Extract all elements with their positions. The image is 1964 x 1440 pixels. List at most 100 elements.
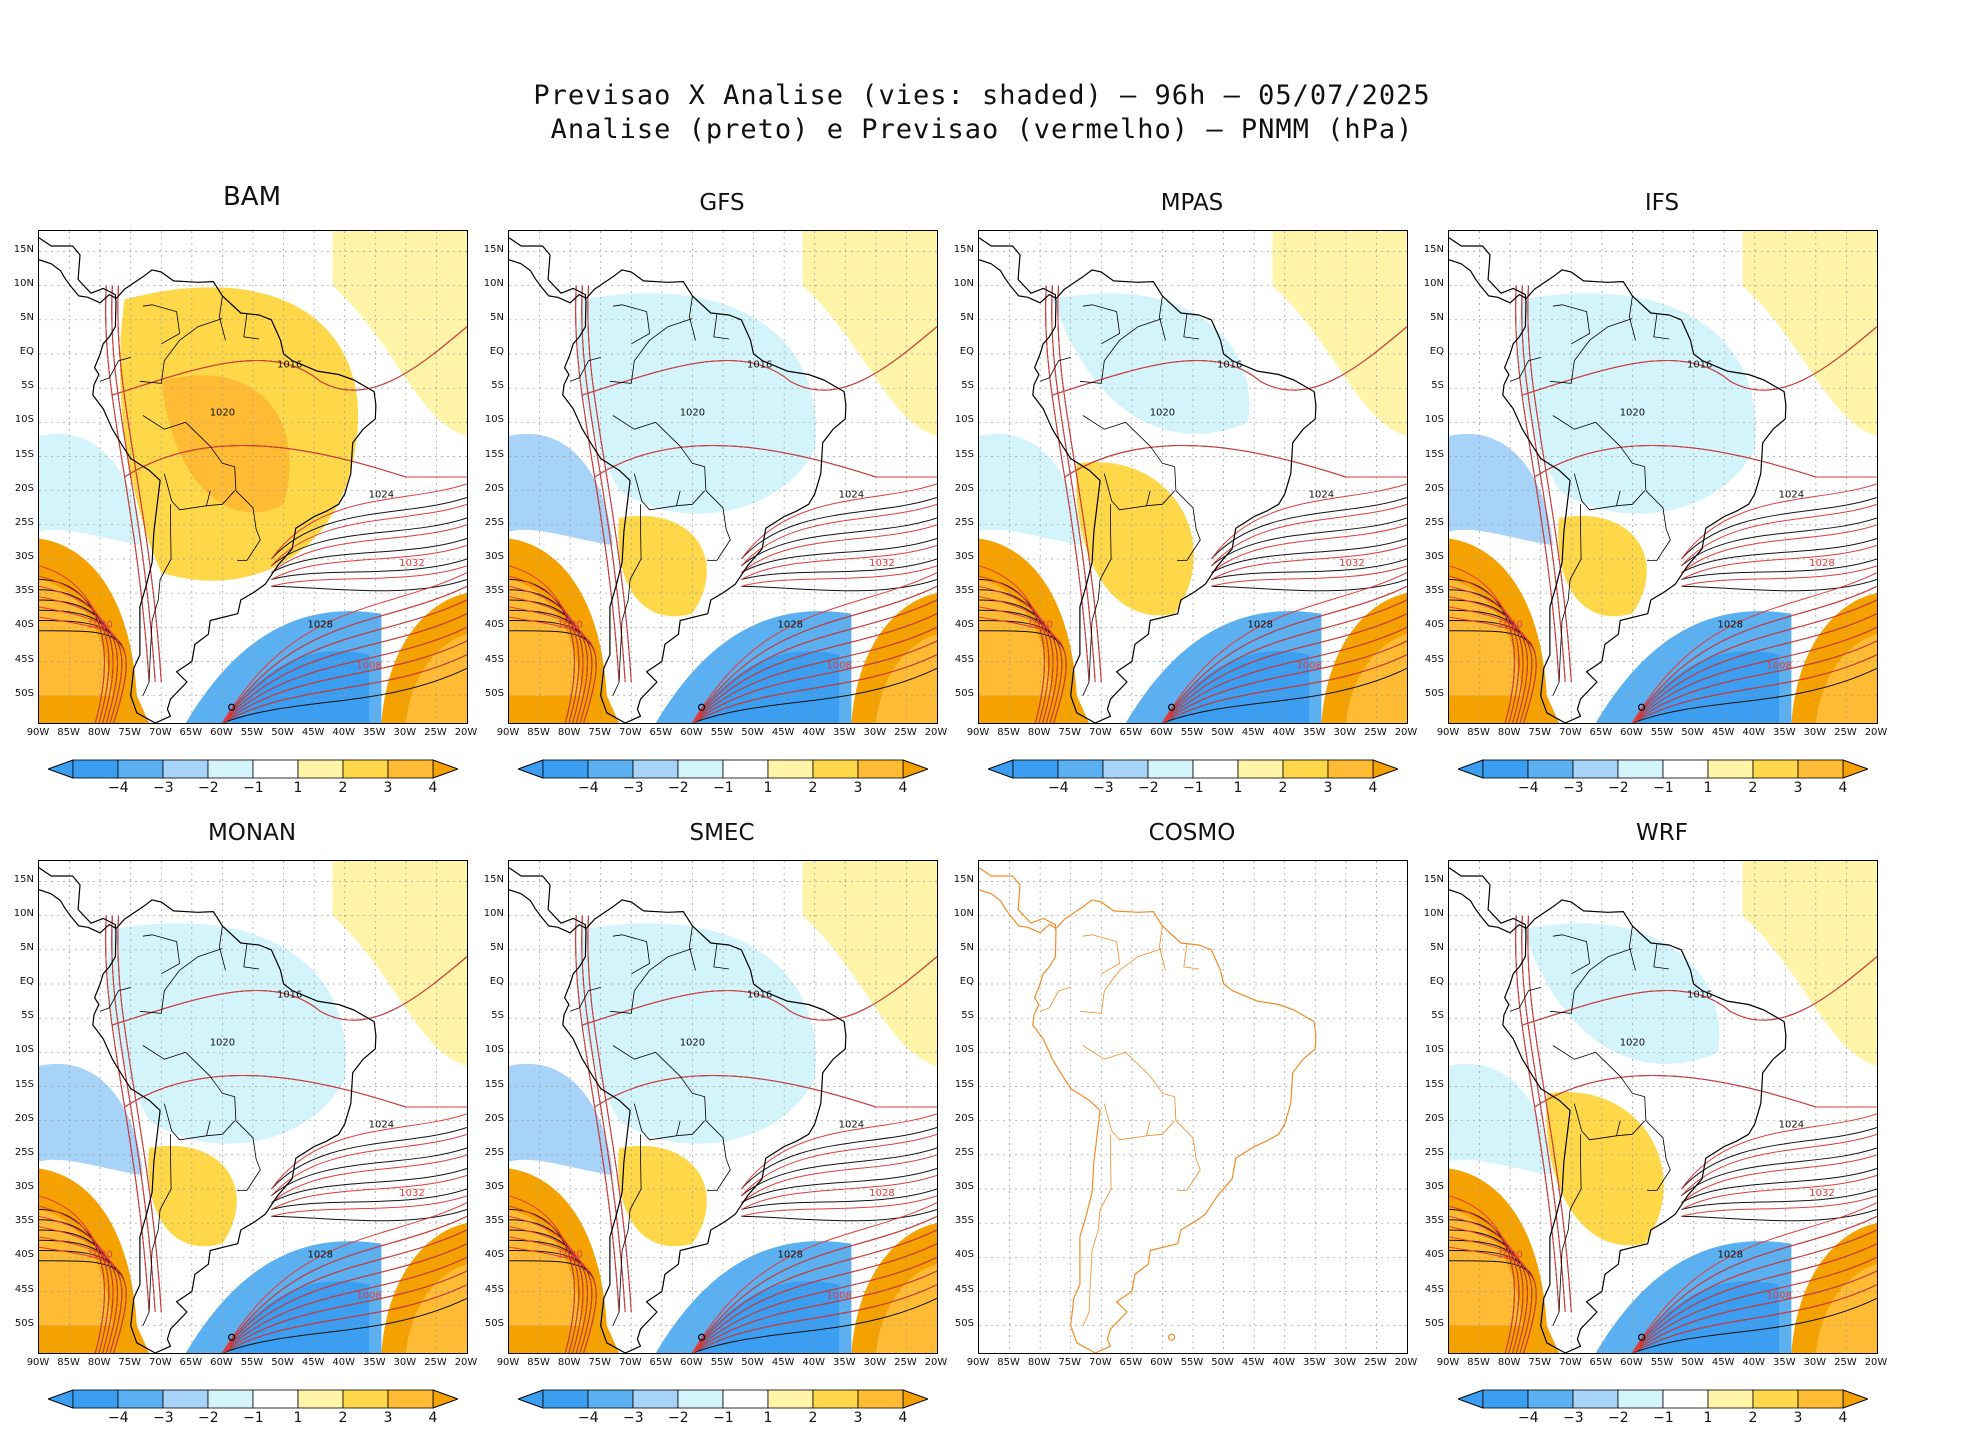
forecast-label: 1008: [1766, 660, 1791, 671]
analysis-isobar-south-arc: [1162, 667, 1407, 723]
country-border: [689, 295, 696, 341]
colorbar-svg: [46, 1389, 460, 1409]
latitude-label: 30S: [1424, 1181, 1444, 1192]
forecast-isobar-mid: [594, 445, 937, 478]
central-america-coastline: [509, 867, 586, 934]
central-america-coastline: [979, 867, 1056, 934]
analysis-isobar-atlantic-high: [1681, 1188, 1877, 1210]
forecast-isobar-south-arc: [222, 1256, 467, 1353]
forecast-isobar-south-arc: [1632, 599, 1877, 723]
map-area: 1016 1024 1028 1020 1020 1032 1008: [508, 230, 938, 724]
colorbar-low-triangle: [46, 1389, 74, 1409]
longitude-label: 20W: [924, 1357, 948, 1368]
longitude-label: 70W: [1088, 1357, 1112, 1368]
forecast-label: 1020: [1497, 1249, 1522, 1260]
forecast-isobar-atlantic-high: [1210, 503, 1407, 567]
bias-positive-northeast: [802, 231, 937, 436]
colorbar-high-triangle: [1842, 759, 1870, 779]
colorbar-label: −4: [1048, 780, 1069, 796]
latitude-label: 5N: [960, 941, 974, 953]
analysis-label: 1020: [1620, 408, 1645, 419]
country-border: [1509, 357, 1541, 382]
forecast-label: 1008: [1296, 660, 1321, 671]
panel-title: GFS: [699, 190, 745, 216]
forecast-label: 1032: [869, 558, 894, 569]
latitude-label: EQ: [19, 976, 34, 987]
forecast-isobar-south-arc: [1632, 1229, 1877, 1353]
longitude-label: 30W: [1333, 727, 1357, 738]
country-border: [1629, 925, 1636, 971]
forecast-isobar-atlantic-high: [741, 1195, 937, 1217]
latitude-label: 25S: [954, 1146, 974, 1158]
latitude-label: 25S: [14, 1146, 34, 1158]
latitude-label: EQ: [19, 346, 34, 357]
forecast-label: 1032: [399, 1188, 424, 1199]
analysis-isobar-atlantic-high: [1681, 579, 1877, 592]
analysis-label: 1028: [308, 619, 333, 630]
forecast-isobar-pacific-high: [1449, 565, 1515, 723]
longitude-label: 75W: [1058, 727, 1082, 738]
country-border: [1616, 1120, 1621, 1136]
longitude-label: 35W: [362, 727, 386, 738]
country-border: [142, 504, 172, 696]
bias-positive-argentina: [618, 515, 707, 617]
latitude-label: 10N: [1423, 277, 1444, 289]
forecast-isobar-group: [39, 915, 467, 1353]
longitude-label: 35W: [832, 1357, 856, 1368]
forecast-isobar-mid: [124, 1075, 467, 1108]
colorbar-label: 4: [898, 1410, 908, 1426]
graticule: [979, 861, 1407, 1353]
longitude-label: 60W: [1150, 727, 1173, 738]
longitude-label: 75W: [1058, 1357, 1082, 1368]
coastline-group: [1449, 237, 1787, 723]
analysis-isobar-atlantic-high: [741, 1147, 937, 1197]
colorbar-svg: [46, 759, 460, 779]
analysis-label: 1020: [680, 1038, 705, 1049]
country-border: [689, 925, 696, 971]
latitude-label: 35S: [14, 585, 34, 597]
colorbar-label: 3: [383, 780, 393, 796]
longitude-label: 55W: [1180, 727, 1204, 738]
longitude-label: 30W: [1803, 1357, 1827, 1368]
latitude-label: 50S: [954, 1317, 974, 1329]
south-america-coastline: [92, 899, 377, 1353]
longitude-label: 50W: [271, 727, 294, 738]
colorbar-segment: [1662, 759, 1709, 779]
south-america-coastline: [1032, 899, 1317, 1353]
forecast-label: 1008: [826, 1290, 851, 1301]
map-area: 1016 1024 1028 1020 1020 1028 1008: [1448, 230, 1878, 724]
map-panel-gfs: GFS 15N 10N 5N EQ 5S 10S 15S 20S 25S 30S 35S 40S 45S 5…: [470, 190, 948, 810]
colorbar-segment: [1282, 759, 1329, 779]
colorbar-label: −2: [1608, 780, 1629, 796]
latitude-label: 45S: [484, 1283, 504, 1295]
forecast-isobar-atlantic-high: [741, 544, 937, 580]
forecast-isobar-pacific-high: [509, 1236, 593, 1353]
colorbar-segment: [207, 759, 254, 779]
colorbar-label: −4: [578, 780, 599, 796]
colorbar-label: 4: [1838, 780, 1848, 796]
analysis-label: 1024: [839, 490, 864, 501]
country-border: [713, 314, 730, 340]
latitude-label: 10S: [484, 1044, 504, 1056]
country-border: [1653, 314, 1670, 340]
country-border: [1159, 295, 1166, 341]
longitude-label: 35W: [1302, 727, 1326, 738]
coastline-group: [509, 867, 847, 1353]
analysis-isobar-south-arc: [1632, 667, 1877, 723]
latitude-label: 5S: [491, 380, 504, 392]
latitude-label: 10S: [1424, 414, 1444, 426]
map-svg: 1016 1024 1028 1020 1020 1032 1008: [509, 231, 937, 723]
colorbar-segment: [677, 759, 724, 779]
forecast-isobar-south-arc: [1162, 585, 1407, 723]
longitude-label: 65W: [1589, 1357, 1613, 1368]
latitude-label: 5S: [961, 1010, 974, 1022]
country-border: [1159, 925, 1166, 971]
analysis-isobar-atlantic-high: [1681, 1147, 1877, 1197]
forecast-isobar-atlantic-high: [1680, 1113, 1877, 1190]
colorbar-label: −4: [1518, 780, 1539, 796]
map-panel-smec: SMEC 15N 10N 5N EQ 5S 10S 15S 20S 25S 30S 35S 40S 45S…: [470, 820, 948, 1440]
longitude-label: 35W: [1772, 1357, 1796, 1368]
colorbar-segment: [1797, 1389, 1844, 1409]
country-border: [612, 1134, 642, 1326]
colorbar-label: −2: [1138, 780, 1159, 796]
